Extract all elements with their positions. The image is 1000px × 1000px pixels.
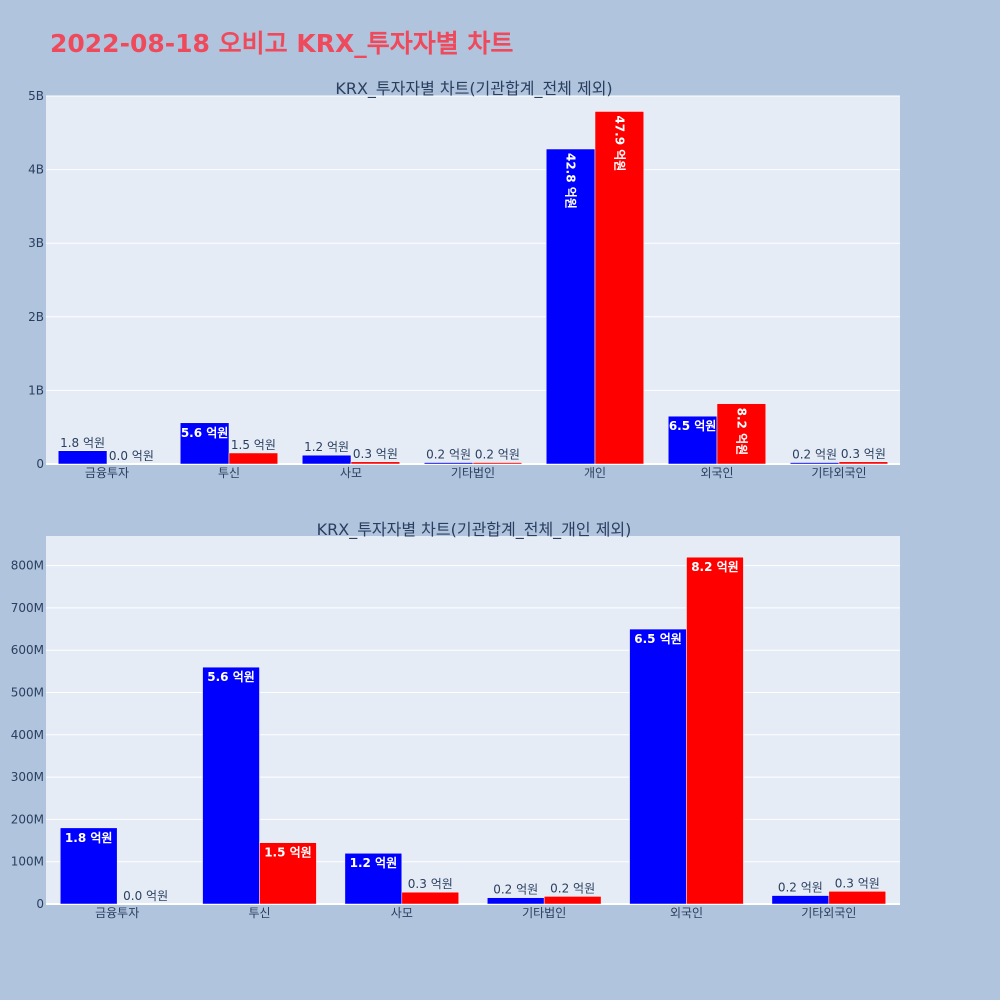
y-tick-label: 4B: [28, 163, 44, 177]
x-tick-label: 개인: [584, 466, 606, 480]
x-tick-label: 투신: [248, 906, 270, 920]
bar-value-label: 0.2 억원: [493, 883, 538, 897]
bar: [202, 666, 260, 905]
x-tick-label: 외국인: [670, 906, 703, 920]
bar: [259, 842, 317, 905]
bar-value-label: 5.6 억원: [181, 426, 229, 440]
bar: [828, 891, 887, 905]
bar-value-label: 1.5 억원: [264, 846, 312, 860]
x-tick-label: 기타법인: [522, 906, 566, 920]
investor-chart-with-individual: 0 1B 2B 3B 4B 5B KRX_투자자별 차트(기관합계_전체 제외) 금융투자 1.…: [28, 79, 900, 480]
bar: [486, 897, 545, 905]
bar-value-label: 6.5 억원: [634, 632, 682, 646]
bar-value-label: 0.0 억원: [109, 449, 154, 463]
bar-value-label: 0.3 억원: [353, 447, 398, 461]
bar-value-label: 1.2 억원: [304, 440, 349, 454]
bar-value-label: 0.2 억원: [792, 448, 837, 462]
y-tick-label: 600M: [11, 643, 44, 657]
chart-title: KRX_투자자별 차트(기관합계_전체_개인 제외): [317, 520, 632, 540]
bar: [629, 628, 687, 905]
bar-value-label: 1.8 억원: [65, 831, 113, 845]
chart-title: KRX_투자자별 차트(기관합계_전체 제외): [335, 79, 612, 99]
y-tick-label: 3B: [28, 236, 44, 250]
bar-value-label: 0.2 억원: [550, 881, 595, 895]
bar-value-label: 47.9 억원: [612, 115, 626, 171]
bar: [716, 403, 767, 465]
bar-value-label: 0.2 억원: [426, 448, 471, 462]
y-tick-label: 5B: [28, 89, 44, 103]
bar: [179, 422, 230, 465]
bar-value-label: 6.5 억원: [669, 419, 717, 433]
y-tick-label: 400M: [11, 728, 44, 742]
plot-area: [46, 536, 900, 904]
plot-area: [46, 96, 900, 464]
x-tick-label: 사모: [340, 466, 362, 480]
x-tick-label: 기타법인: [451, 466, 495, 480]
y-tick-label: 300M: [11, 770, 44, 784]
x-tick-label: 금융투자: [85, 466, 129, 480]
bar-value-label: 0.3 억원: [841, 447, 886, 461]
bar-value-label: 8.2 억원: [734, 408, 748, 456]
bar: [771, 895, 830, 905]
bar: [59, 827, 118, 905]
bar-value-label: 0.2 억원: [778, 881, 823, 895]
bar: [344, 852, 403, 905]
y-tick-label: 800M: [11, 559, 44, 573]
bar: [594, 111, 645, 465]
y-tick-label: 1B: [28, 383, 44, 397]
bar-value-label: 5.6 억원: [207, 670, 255, 684]
bar: [686, 556, 744, 905]
x-tick-label: 기타외국인: [811, 466, 866, 480]
bar-value-label: 0.3 억원: [835, 876, 880, 890]
y-tick-label: 100M: [11, 855, 44, 869]
x-tick-label: 기타외국인: [801, 906, 856, 920]
x-tick-label: 사모: [391, 906, 413, 920]
bar: [472, 462, 523, 465]
y-tick-label: 2B: [28, 310, 44, 324]
bar: [401, 891, 460, 905]
y-tick-label: 200M: [11, 812, 44, 826]
bar-value-label: 0.3 억원: [408, 877, 453, 891]
x-tick-label: 외국인: [700, 466, 733, 480]
bar-value-label: 0.2 억원: [475, 448, 520, 462]
bar: [57, 450, 108, 465]
bar: [301, 454, 352, 465]
y-tick-label: 0: [36, 897, 44, 911]
y-tick-label: 0: [36, 457, 44, 471]
bar-value-label: 0.0 억원: [123, 889, 168, 903]
bar-value-label: 8.2 억원: [691, 560, 739, 574]
bar: [838, 461, 889, 465]
bar-value-label: 1.2 억원: [350, 856, 398, 870]
bar-value-label: 42.8 억원: [564, 153, 578, 209]
y-tick-label: 700M: [11, 601, 44, 615]
bar: [545, 148, 596, 465]
y-tick-label: 500M: [11, 686, 44, 700]
x-tick-label: 투신: [218, 466, 240, 480]
bar: [228, 452, 279, 465]
page-title: 2022-08-18 오비고 KRX_투자자별 차트: [50, 29, 514, 58]
bar: [543, 896, 602, 905]
bar-value-label: 1.5 억원: [231, 438, 276, 452]
bar-value-label: 1.8 억원: [60, 436, 105, 450]
x-tick-label: 금융투자: [95, 906, 139, 920]
bar: [350, 461, 401, 465]
